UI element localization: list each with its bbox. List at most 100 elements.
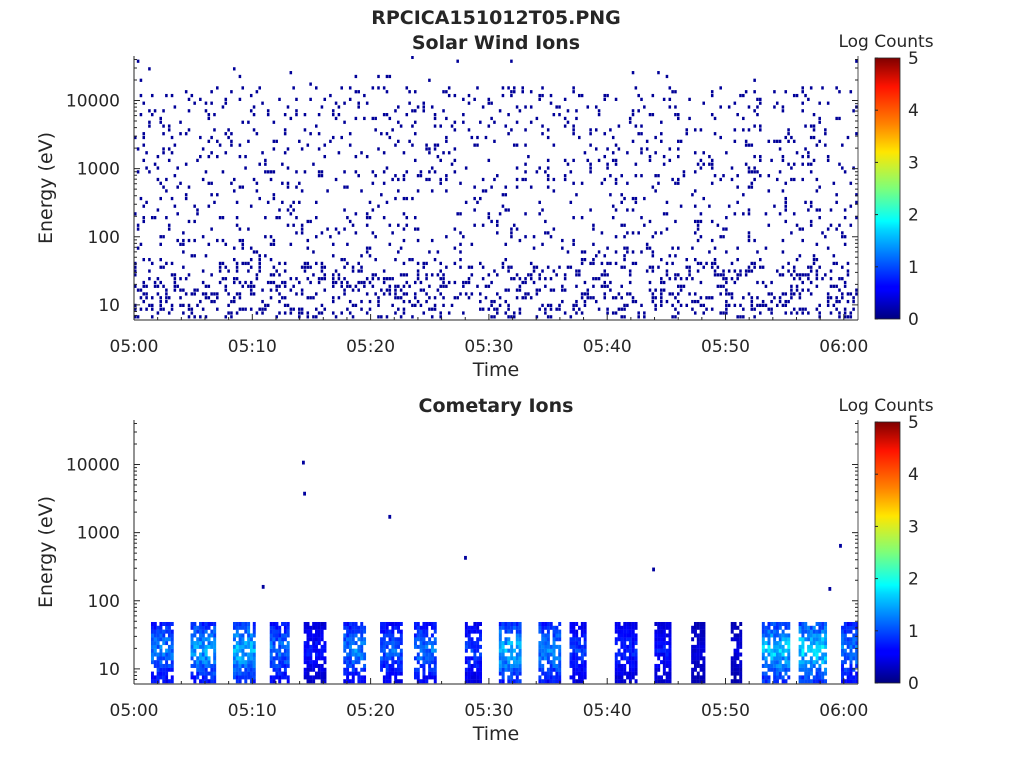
solar-wind-cell [603,177,607,182]
cometary-cell [320,675,324,680]
cometary-cell [552,633,556,638]
solar-wind-cell [665,74,669,79]
cometary-cell [153,663,157,668]
cometary-cell [662,660,666,665]
cometary-cell [657,648,661,653]
solar-wind-cell [798,292,802,296]
solar-wind-cell [162,307,165,311]
solar-wind-cell [747,235,751,239]
cometary-cell [170,641,174,646]
solar-wind-cell [826,246,830,250]
cometary-cell [346,667,350,672]
solar-wind-cell [165,93,168,98]
solar-wind-cell [668,86,672,90]
cometary-cell [518,663,522,668]
cometary-cell [807,648,811,653]
solar-wind-cell [269,170,273,174]
cometary-cell [156,633,160,638]
cometary-cell [278,652,282,657]
cometary-cell [569,652,573,657]
solar-wind-cell [798,277,802,281]
cometary-cell [397,629,400,634]
cometary-cell [430,644,434,649]
solar-wind-cell [235,292,239,296]
cometary-cell [739,641,743,646]
cometary-cell [399,663,403,668]
solar-wind-cell [600,231,604,235]
solar-wind-cell [787,128,790,132]
solar-wind-cell [784,181,788,185]
cometary-cell [193,648,197,653]
cometary-cell [569,621,573,626]
solar-wind-cell [572,307,575,311]
cometary-cell [241,648,245,653]
cometary-cell [397,644,400,649]
cometary-cell [309,644,313,649]
cometary-cell [150,625,154,630]
cometary-cell [730,679,734,684]
cometary-cell [507,663,511,668]
cometary-cell [238,641,242,646]
cometary-cell [702,675,706,680]
solar-wind-cell [258,261,261,266]
cometary-cell [846,629,850,634]
solar-wind-cell [481,177,485,182]
solar-wind-cell [645,147,649,151]
solar-wind-cell [838,162,841,166]
cometary-cell [623,679,627,684]
solar-wind-cell [317,113,321,117]
solar-wind-cell [269,257,273,262]
solar-wind-cell [609,261,612,266]
cometary-cell [156,625,160,630]
solar-wind-cell [292,223,295,227]
cometary-cell [634,667,638,672]
solar-wind-cell [821,86,824,90]
cometary-cell [252,671,256,676]
solar-wind-cell [391,231,394,235]
cometary-cell [235,660,239,665]
solar-wind-cell [357,261,360,266]
cometary-cell [852,641,856,646]
cometary-cell [357,671,361,676]
solar-wind-cell [377,86,380,90]
solar-wind-cell [351,223,355,227]
cometary-cell [397,637,400,642]
cometary-point [464,555,467,560]
solar-wind-cell [521,90,524,94]
cometary-cell [343,671,347,676]
solar-wind-cell [614,162,618,166]
solar-wind-cell [719,135,722,140]
solar-wind-cell [351,315,355,319]
solar-wind-cell [524,143,527,147]
solar-wind-cell [747,128,751,132]
solar-wind-cell [725,227,728,231]
solar-wind-cell [264,235,267,239]
cometary-cell [849,641,853,646]
cometary-cell [286,648,290,653]
solar-wind-cell [292,86,295,90]
cometary-cell [199,671,203,676]
cometary-cell [162,637,166,642]
solar-wind-cell [775,177,779,182]
solar-wind-cell [216,307,219,311]
cometary-cell [773,625,777,630]
solar-wind-cell [609,128,612,132]
solar-wind-xlabel: Time [472,359,520,381]
cometary-cell [247,663,251,668]
solar-wind-cell [210,90,213,94]
solar-wind-cell [235,216,239,220]
solar-wind-cell [329,139,332,143]
solar-wind-cell [807,97,810,101]
cometary-cell [770,633,774,638]
cometary-cell [170,652,174,657]
solar-wind-cell [382,216,386,220]
solar-wind-cell [348,132,352,136]
cometary-cell [626,648,630,653]
solar-wind-cell [397,296,400,300]
cometary-cell [583,641,587,646]
solar-wind-cell [722,311,725,315]
cometary-cell [238,660,242,665]
solar-wind-cell [855,216,858,220]
solar-wind-cell [809,162,813,166]
solar-wind-cell [589,296,592,300]
